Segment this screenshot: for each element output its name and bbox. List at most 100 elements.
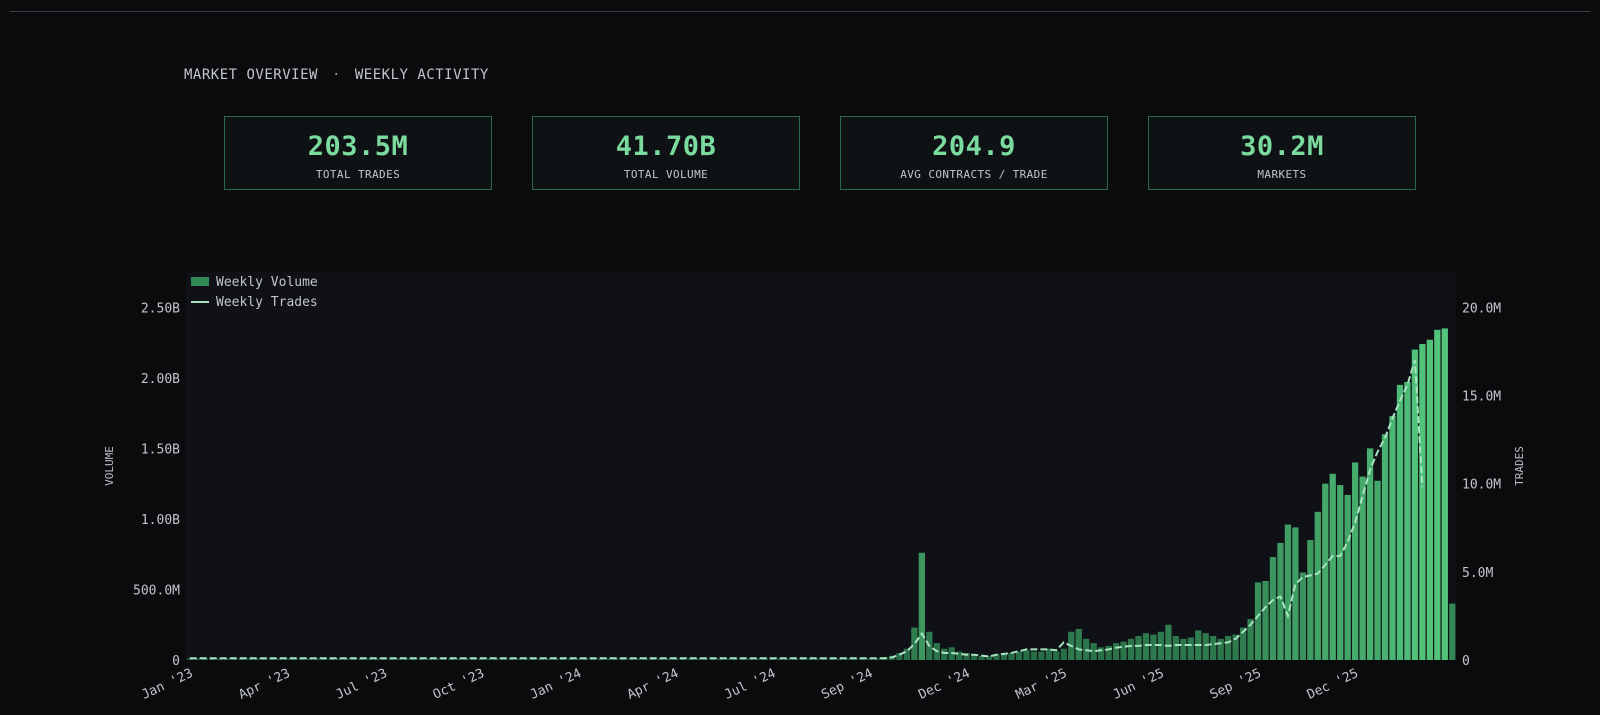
page-heading: MARKET OVERVIEW · WEEKLY ACTIVITY (184, 67, 489, 83)
volume-bar (1165, 624, 1172, 660)
volume-bar (283, 658, 290, 660)
volume-bar (1284, 524, 1292, 660)
volume-bar (858, 658, 866, 660)
volume-bar (791, 658, 798, 660)
volume-bar (261, 658, 268, 660)
volume-bar (500, 658, 507, 660)
volume-bar (739, 658, 746, 660)
volume-bar (231, 658, 238, 660)
volume-bar (223, 658, 231, 660)
y2-tick-label: 20.0M (1462, 301, 1501, 316)
volume-bar (769, 658, 776, 660)
volume-bar (1441, 328, 1448, 660)
volume-bar (963, 652, 970, 660)
volume-bar (679, 658, 686, 660)
volume-bar (1359, 476, 1366, 660)
volume-bar (1045, 648, 1052, 660)
kpi-card-markets: 30.2M MARKETS (1148, 116, 1416, 190)
y2-axis-title: TRADES (1513, 446, 1526, 486)
volume-bar (209, 658, 216, 660)
top-divider (10, 11, 1590, 12)
volume-bar (410, 658, 417, 660)
volume-bar (814, 658, 821, 660)
volume-bar (1075, 628, 1082, 660)
volume-bar (238, 658, 246, 660)
volume-bar (1389, 415, 1396, 660)
kpi-value: 204.9 (932, 131, 1016, 162)
volume-bar (507, 658, 515, 660)
section-title: MARKET OVERVIEW (184, 67, 318, 83)
volume-bar (1112, 643, 1120, 660)
x-tick-label: Apr '24 (625, 666, 681, 703)
volume-bar (918, 552, 925, 660)
x-tick-label: Jan '23 (139, 666, 195, 703)
volume-bar (1105, 645, 1112, 660)
volume-bar (455, 658, 462, 660)
volume-bar (657, 658, 664, 660)
kpi-label: AVG CONTRACTS / TRADE (900, 168, 1048, 181)
volume-bar (717, 658, 724, 660)
x-tick-label: Jun '25 (1111, 666, 1167, 703)
volume-bar (560, 658, 567, 660)
volume-bar (485, 658, 492, 660)
volume-bar (186, 658, 193, 660)
volume-bar (1202, 633, 1209, 660)
volume-bar (941, 648, 948, 660)
volume-bar (492, 658, 500, 660)
volume-bar (604, 658, 612, 660)
volume-bar (836, 658, 843, 660)
volume-bar (799, 658, 806, 660)
volume-bar (313, 658, 320, 660)
volume-bar (440, 658, 447, 660)
volume-bar (1187, 637, 1194, 660)
volume-bar (664, 658, 671, 660)
volume-bar (1299, 572, 1306, 660)
x-tick-label: Apr '23 (237, 666, 293, 703)
volume-bar (276, 658, 283, 660)
volume-bar (298, 658, 305, 660)
volume-bar (1314, 511, 1321, 660)
volume-bar (821, 658, 828, 660)
volume-bar (844, 658, 851, 660)
x-tick-label: Sep '24 (819, 666, 875, 703)
volume-bar (1172, 636, 1179, 660)
volume-bar (537, 658, 544, 660)
kpi-value: 30.2M (1240, 131, 1324, 162)
x-tick-label: Dec '25 (1305, 666, 1361, 703)
y-tick-label: 500.0M (133, 583, 180, 598)
volume-bar (477, 658, 485, 660)
volume-bar (194, 658, 201, 660)
volume-bar (1038, 651, 1045, 660)
volume-bar (1404, 382, 1411, 660)
volume-bar (515, 658, 522, 660)
volume-bar (634, 658, 642, 660)
volume-bar (1396, 384, 1404, 660)
volume-bar (672, 658, 679, 660)
y-tick-label: 1.50B (141, 442, 180, 457)
volume-bar (873, 658, 881, 660)
heading-separator: · (331, 67, 341, 83)
volume-bar (306, 658, 313, 660)
volume-bar (1217, 638, 1224, 660)
volume-bar (1127, 638, 1135, 660)
volume-bar (253, 658, 261, 660)
volume-bar (709, 658, 716, 660)
y-axis-title: VOLUME (103, 446, 116, 486)
x-tick-label: Oct '23 (431, 666, 487, 703)
x-tick-label: Sep '25 (1208, 666, 1264, 703)
volume-bar (1277, 542, 1284, 660)
y-tick-label: 0 (172, 654, 180, 669)
volume-bar (380, 658, 388, 660)
volume-bar (1008, 652, 1015, 660)
subsection-title: WEEKLY ACTIVITY (354, 67, 489, 83)
volume-bar (627, 658, 634, 660)
x-tick-label: Mar '25 (1013, 666, 1069, 703)
volume-bar (590, 658, 597, 660)
volume-bar (1337, 485, 1344, 660)
volume-bar (776, 658, 784, 660)
volume-bar (1000, 654, 1008, 660)
volume-bar (687, 658, 694, 660)
volume-bar (702, 658, 709, 660)
volume-bar (612, 658, 619, 660)
volume-bar (470, 658, 477, 660)
